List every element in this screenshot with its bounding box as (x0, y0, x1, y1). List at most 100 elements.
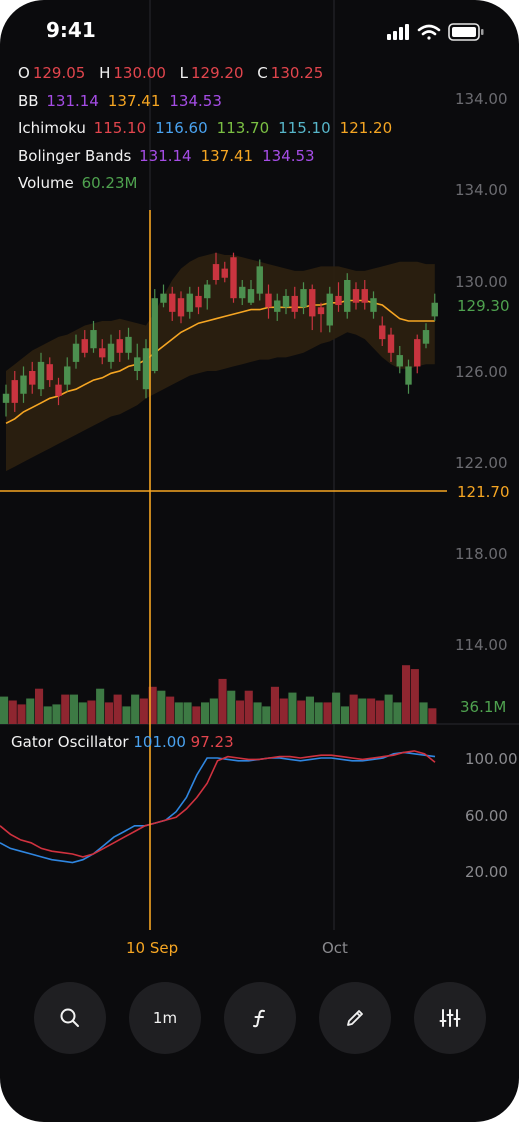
volume-bar (96, 688, 105, 724)
bb-value-1: 131.14 (46, 91, 99, 110)
x-label-crosshair: 10 Sep (126, 939, 179, 957)
status-icons (387, 23, 484, 41)
interval-label: 1m (152, 1009, 178, 1027)
candle-body (72, 343, 80, 362)
candle-body (107, 343, 115, 362)
candle-body (335, 295, 342, 306)
legend-ichimoku: Ichimoku 115.10 116.60 113.70 115.10 121.20 (18, 115, 458, 143)
volume-bar (104, 702, 113, 724)
bolinger-value-1: 131.14 (139, 146, 192, 165)
volume-bar (288, 692, 297, 724)
gator-line (0, 751, 436, 864)
volume-bar (236, 700, 245, 724)
volume-bar (8, 700, 17, 724)
ichimoku-value-5: 121.20 (339, 119, 393, 137)
candle-body (177, 298, 185, 317)
volume-bar (131, 694, 140, 724)
ohlc-high: 130.00 (113, 64, 166, 82)
volume-bar (69, 694, 78, 724)
candle-body (125, 336, 132, 353)
ichimoku-value-1: 115.10 (93, 119, 147, 137)
settings-button[interactable] (414, 982, 486, 1054)
search-button[interactable] (34, 982, 106, 1054)
volume-bar (393, 702, 402, 724)
candle-body (195, 295, 202, 308)
legend-ohlc: O 129.05 H 130.00 L 129.20 C 130.25 (18, 60, 458, 88)
bb-label: BB (18, 91, 39, 110)
gator-label: Gator Oscillator (11, 733, 129, 751)
volume-bar (244, 690, 253, 724)
gator-line (0, 750, 436, 858)
candle-body (344, 280, 351, 312)
volume-bar (52, 704, 61, 724)
candle-body (230, 257, 237, 299)
volume-label: Volume (18, 174, 74, 192)
candle-body (186, 293, 193, 312)
price-tick-label: 118.00 (455, 545, 508, 563)
signal-icon (387, 24, 409, 40)
draw-button[interactable] (319, 982, 391, 1054)
candle-body (142, 348, 150, 390)
candle-body (352, 289, 360, 303)
volume-bar (43, 706, 52, 724)
volume-bar (201, 702, 210, 724)
candle-body (46, 364, 53, 381)
candle-body (37, 361, 45, 390)
wifi-icon (417, 24, 441, 40)
chart-toolbar: 1m (0, 982, 519, 1054)
volume-bar (323, 702, 332, 724)
candle-body (431, 302, 438, 317)
volume-axis-label: 36.1M (460, 698, 506, 716)
bb-value-2: 137.41 (107, 91, 161, 110)
ohlc-low-label: L (179, 64, 189, 82)
volume-bar (113, 694, 122, 724)
volume-bar (297, 700, 306, 724)
volume-bar (270, 686, 279, 724)
candle-body (134, 357, 141, 371)
volume-bar (227, 690, 236, 724)
candle-body (151, 298, 158, 371)
candle-body (247, 289, 255, 303)
candle-body (256, 266, 263, 294)
candle-body (291, 295, 298, 312)
volume-bar (358, 698, 367, 724)
price-tick-label: 126.00 (455, 363, 508, 381)
ohlc-open-label: O (18, 64, 30, 82)
candle-body (55, 384, 62, 397)
volume-bar (279, 698, 288, 724)
legend-bolinger: Bolinger Bands 131.14 137.41 134.53 (18, 143, 458, 171)
candle-body (212, 264, 220, 280)
last-price-label: 129.30 (457, 297, 510, 315)
candle-body (81, 339, 88, 353)
volume-bar (26, 698, 35, 724)
volume-bar (349, 694, 358, 724)
candle-body (64, 366, 71, 385)
volume-bar (419, 702, 428, 724)
volume-bar (340, 706, 349, 724)
ohlc-high-label: H (99, 64, 111, 82)
legend-volume: Volume 60.23M (18, 170, 458, 198)
volume-bar (218, 678, 227, 724)
bollinger-band (6, 252, 435, 472)
candle-body (99, 348, 106, 358)
candle-body (326, 293, 333, 326)
ohlc-open: 129.05 (32, 64, 86, 82)
indicators-button[interactable] (224, 982, 296, 1054)
volume-bar (166, 696, 175, 724)
volume-bar (0, 696, 9, 724)
gator-tick-label: 60.00 (465, 807, 508, 825)
search-icon (60, 1008, 79, 1027)
price-tick-label: 130.00 (455, 273, 508, 291)
volume-bar (375, 700, 384, 724)
candle-body (309, 289, 316, 317)
candle-body (396, 355, 403, 367)
volume-bar (314, 702, 323, 724)
battery-icon (448, 23, 484, 41)
candle-body (370, 298, 377, 312)
candle-body (2, 393, 10, 403)
bolinger-value-2: 137.41 (200, 146, 254, 165)
gator-legend: Gator Oscillator 101.00 97.23 (11, 733, 234, 751)
interval-button[interactable]: 1m (129, 982, 201, 1054)
crosshair-price-label: 121.70 (457, 483, 510, 501)
